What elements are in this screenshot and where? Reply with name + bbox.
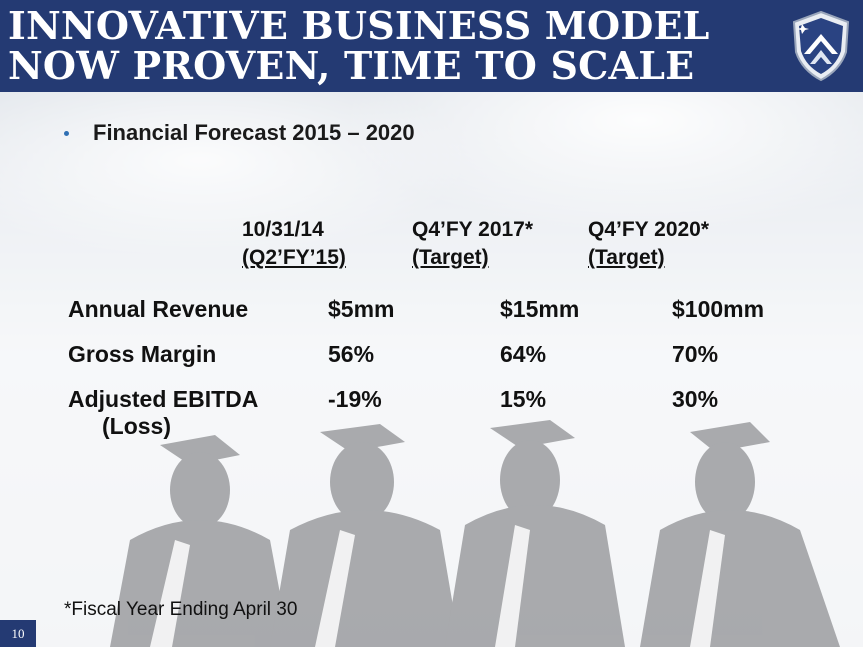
bullet-text: Financial Forecast 2015 – 2020	[93, 120, 415, 145]
row-label-adjusted-ebitda-line-2: (Loss)	[102, 413, 171, 439]
column-header-3-line-1: Q4’FY 2020*	[588, 218, 710, 241]
slide-title-line-1: INNOVATIVE BUSINESS MODEL	[8, 3, 710, 48]
cell-annual-revenue-col-3: $100mm	[672, 296, 765, 322]
bullet-dot-icon	[64, 130, 69, 136]
row-label-annual-revenue: Annual Revenue	[68, 296, 249, 322]
row-label-adjusted-ebitda: Adjusted EBITDA (Loss)	[68, 386, 258, 440]
row-label-gross-margin: Gross Margin	[68, 341, 217, 367]
cell-annual-revenue-col-2: $15mm	[500, 296, 580, 322]
column-header-3-line-2: (Target)	[588, 246, 665, 269]
shield-chevron-logo-icon	[792, 10, 850, 82]
cell-adjusted-ebitda-col-3: 30%	[672, 386, 719, 412]
page-number: 10	[0, 620, 36, 647]
row-label-adjusted-ebitda-line-1: Adjusted EBITDA	[68, 386, 259, 412]
footnote: *Fiscal Year Ending April 30	[64, 599, 298, 620]
cell-gross-margin-col-1: 56%	[328, 341, 375, 367]
column-header-1-line-1: 10/31/14	[242, 218, 324, 241]
cell-gross-margin-col-3: 70%	[672, 341, 719, 367]
cell-adjusted-ebitda-col-2: 15%	[500, 386, 547, 412]
cell-gross-margin-col-2: 64%	[500, 341, 547, 367]
title-banner: INNOVATIVE BUSINESS MODEL NOW PROVEN, TI…	[0, 0, 863, 92]
column-header-2-line-2: (Target)	[412, 246, 489, 269]
cell-annual-revenue-col-1: $5mm	[328, 296, 395, 322]
slide-title: INNOVATIVE BUSINESS MODEL NOW PROVEN, TI…	[8, 6, 710, 86]
bullet-item: Financial Forecast 2015 – 2020	[64, 120, 415, 146]
column-header-1-line-2: (Q2’FY’15)	[242, 246, 346, 269]
slide-title-line-2: NOW PROVEN, TIME TO SCALE	[8, 43, 695, 88]
column-header-3: Q4’FY 2020* (Target)	[588, 216, 709, 272]
column-header-2: Q4’FY 2017* (Target)	[412, 216, 533, 272]
column-header-2-line-1: Q4’FY 2017*	[412, 218, 534, 241]
cell-adjusted-ebitda-col-1: -19%	[328, 386, 382, 412]
column-header-1: 10/31/14 (Q2’FY’15)	[242, 216, 346, 272]
